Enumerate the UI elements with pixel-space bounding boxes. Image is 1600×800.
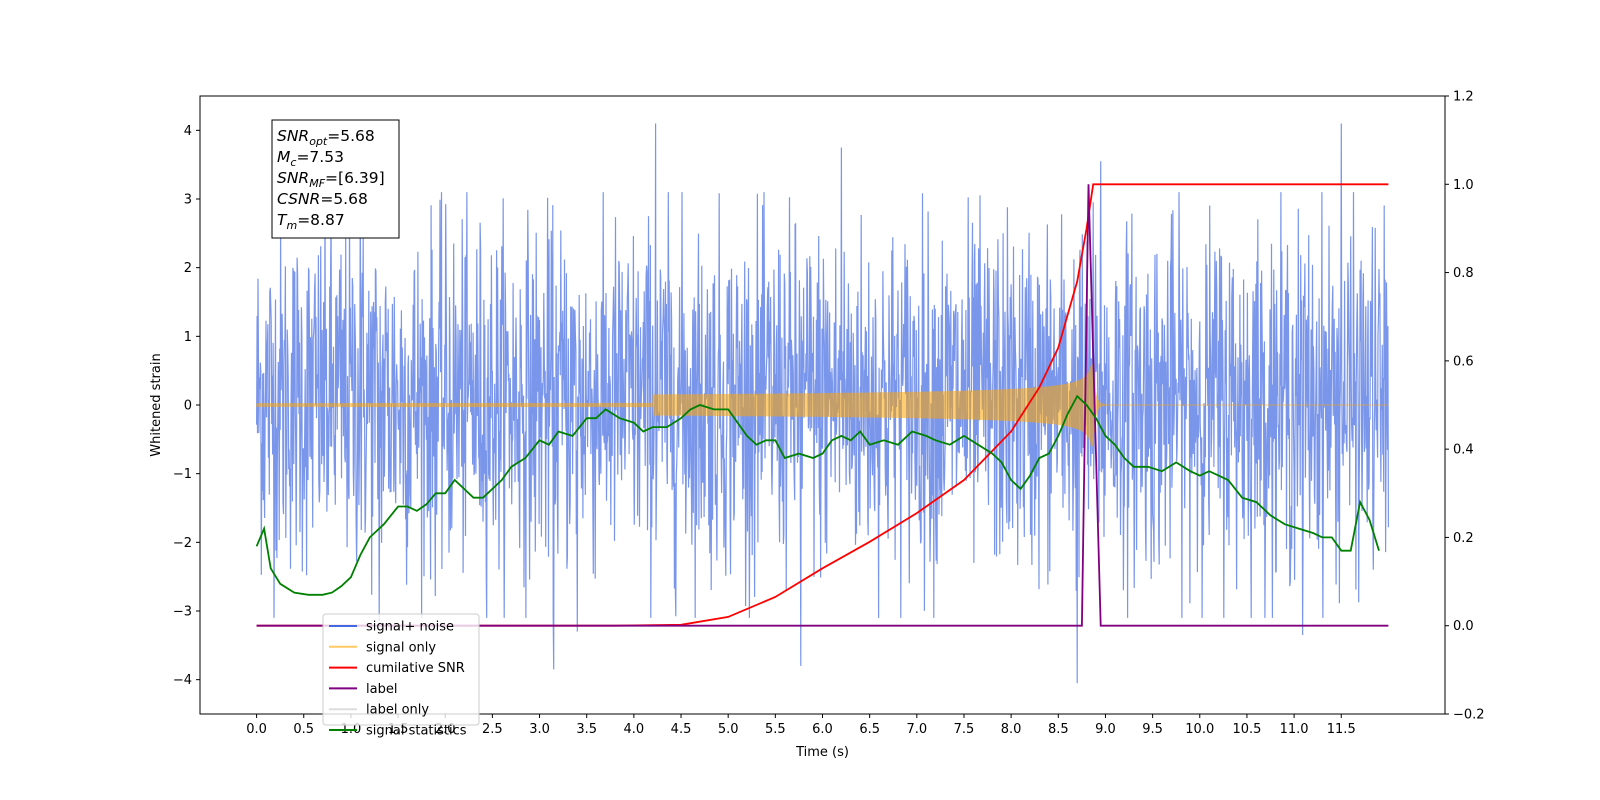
x-tick-label: 1.5: [388, 722, 409, 737]
x-tick-label: 8.5: [1048, 722, 1069, 737]
x-tick-label: 2.5: [482, 722, 503, 737]
y-left-tick-label: 1: [184, 330, 192, 345]
x-tick-label: 3.0: [529, 722, 550, 737]
x-tick-label: 6.5: [859, 722, 880, 737]
x-tick-label: 11.0: [1280, 722, 1309, 737]
legend-label: signal only: [366, 640, 436, 655]
x-tick-label: 9.5: [1142, 722, 1163, 737]
x-axis-label: Time (s): [795, 745, 849, 760]
x-tick-label: 9.0: [1095, 722, 1116, 737]
legend-item: signal+ noise: [329, 620, 454, 635]
series-line-cumulative-snr: [256, 183, 1389, 627]
x-tick-label: 5.5: [765, 722, 786, 737]
y-left-tick-label: −1: [173, 467, 192, 482]
legend-label: label only: [366, 703, 429, 718]
series-line-label: [256, 184, 1389, 627]
y-left-tick-label: −3: [173, 605, 192, 620]
y-right-tick-label: 0.6: [1453, 354, 1474, 369]
legend-label: cumilative SNR: [366, 661, 465, 676]
y-left-tick-label: 4: [184, 124, 192, 139]
x-tick-label: 6.0: [812, 722, 833, 737]
y-axis-label: Whitened strain: [149, 353, 164, 456]
legend-label: signal+ noise: [366, 620, 454, 635]
x-axis: 0.0 0.5 1.0 1.5 2.0 2.5 3.0 3.5 4.0 4.5 5.0 5.5 6.0 6…: [246, 714, 1356, 737]
y-left-tick-label: −2: [173, 536, 192, 551]
annotation-line: Tm=8.87: [277, 211, 345, 232]
annotation-line: SNRMF=[6.39]: [277, 169, 385, 190]
x-tick-label: 3.5: [576, 722, 597, 737]
plot-area: [255, 123, 1389, 684]
y-right-tick-label: 0.8: [1453, 266, 1474, 281]
x-tick-label: 7.0: [906, 722, 927, 737]
y-right-tick-label: 1.0: [1453, 178, 1474, 193]
legend-item: label: [329, 682, 397, 697]
y-right-tick-label: 0.2: [1453, 531, 1474, 546]
y-left-tick-label: 3: [184, 193, 192, 208]
y-right-tick-label: 1.2: [1453, 90, 1474, 105]
x-tick-label: 4.0: [624, 722, 645, 737]
x-tick-label: 8.0: [1001, 722, 1022, 737]
legend-label: label: [366, 682, 397, 697]
y-left-tick-label: 0: [184, 399, 192, 414]
x-tick-label: 11.5: [1327, 722, 1356, 737]
legend-item: signal statistics: [329, 724, 467, 739]
x-tick-label: 7.5: [954, 722, 975, 737]
legend-item: cumilative SNR: [329, 661, 465, 676]
series-line-signal-statistics: [255, 394, 1380, 596]
x-tick-label: 5.0: [718, 722, 739, 737]
x-tick-label: 10.5: [1232, 722, 1261, 737]
annotation-line: SNRopt=5.68: [277, 127, 375, 148]
x-tick-label: 4.5: [671, 722, 692, 737]
y-right-tick-label: 0.4: [1453, 443, 1474, 458]
x-tick-label: 0.0: [246, 722, 267, 737]
y-axis-left: −4 −3 −2 −1 0 1 2 3 4: [173, 124, 200, 688]
annotation-frame: [271, 119, 400, 239]
x-tick-label: 2.0: [435, 722, 456, 737]
legend: signal+ noise signal only cumilative SNR la…: [322, 613, 480, 739]
x-tick-label: 0.5: [293, 722, 314, 737]
legend-item: label only: [329, 703, 429, 718]
y-left-tick-label: 2: [184, 261, 192, 276]
y-axis-right: −0.2 0.0 0.2 0.4 0.6 0.8 1.0 1.2: [1445, 90, 1485, 723]
legend-label: signal statistics: [366, 724, 467, 739]
x-tick-label: 10.0: [1185, 722, 1214, 737]
legend-frame: [322, 613, 480, 726]
y-right-tick-label: 0.0: [1453, 619, 1474, 634]
annotation-line: Mc=7.53: [277, 148, 344, 169]
y-left-tick-label: −4: [173, 673, 192, 688]
series-line-signal-only: [256, 363, 1389, 447]
legend-item: signal only: [329, 640, 436, 655]
y-right-tick-label: −0.2: [1453, 708, 1485, 723]
annotation-line: CSNR=5.68: [277, 190, 368, 208]
